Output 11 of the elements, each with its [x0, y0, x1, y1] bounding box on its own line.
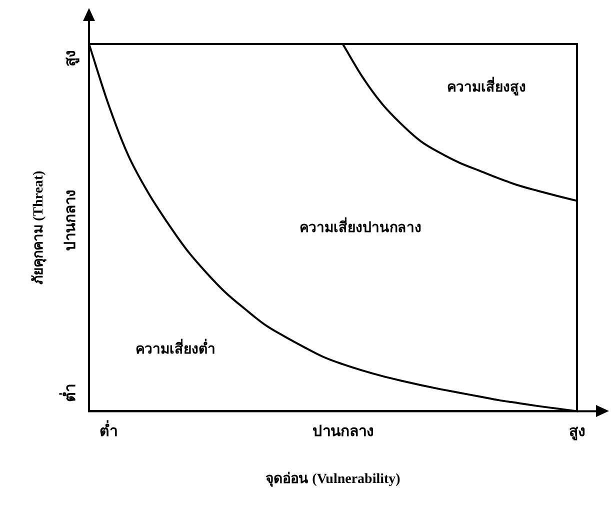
text: สูง — [62, 50, 80, 67]
annotation: ความเสี่ยงสูง — [447, 76, 526, 96]
annotation: ความเสี่ยงปานกลาง — [299, 216, 422, 236]
y-axis-title: ภัยคุกคาม (Threat) — [30, 170, 47, 284]
annotation: ความเสี่ยงต่ำ — [135, 338, 216, 358]
x-axis-title: จุดอ่อน (Vulnerability) — [266, 471, 401, 488]
x-tick-label: ต่ำ — [100, 420, 118, 440]
text: ต่ำ — [58, 384, 79, 402]
x-tick-label: สูง — [569, 424, 585, 442]
x-tick-label: ปานกลาง — [312, 424, 374, 440]
text: ปานกลาง — [62, 190, 79, 251]
